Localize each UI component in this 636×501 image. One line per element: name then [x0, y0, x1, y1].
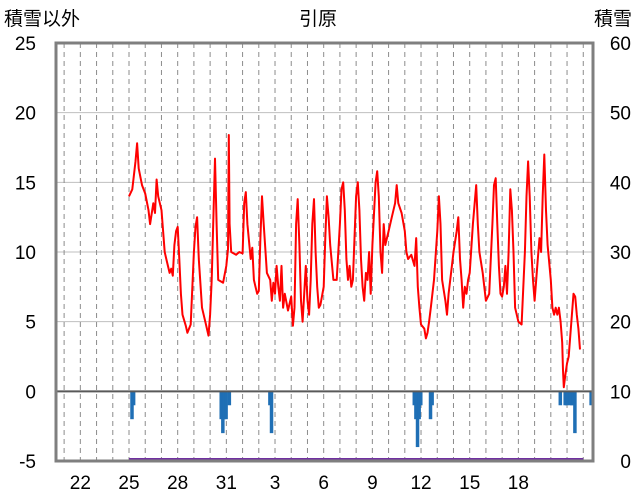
precipitation-bar: [227, 391, 232, 406]
precipitation-bar: [589, 391, 593, 406]
precipitation-bar: [269, 391, 274, 434]
left-tick-label: 15: [15, 173, 36, 194]
x-tick-label: 18: [508, 473, 529, 494]
precipitation-bar: [558, 391, 563, 406]
plot-frame: [54, 41, 595, 463]
left-tick-label: 5: [25, 313, 36, 334]
temperature-line: [128, 134, 581, 389]
right-tick-label: 40: [610, 173, 631, 194]
x-axis-ticks: 22 25 28 31 3 6 9 12 15 18: [70, 473, 529, 494]
left-tick-label: 0: [25, 382, 36, 403]
right-tick-label: 50: [610, 104, 631, 125]
right-tick-label: 20: [610, 313, 631, 334]
right-tick-label: 60: [610, 34, 631, 55]
right-axis-ticks: 60 50 40 30 20 10 0: [610, 34, 631, 473]
left-tick-label: 10: [15, 243, 36, 264]
x-tick-label: 31: [216, 473, 237, 494]
x-tick-label: 6: [318, 473, 329, 494]
precipitation-bar: [573, 391, 577, 434]
precipitation-bars: [130, 391, 593, 448]
right-tick-label: 30: [610, 243, 631, 264]
left-tick-label: 20: [15, 104, 36, 125]
precipitation-bar: [131, 391, 136, 406]
x-tick-label: 12: [410, 473, 431, 494]
right-axis-label: 積雪: [594, 8, 632, 30]
x-tick-label: 22: [70, 473, 91, 494]
left-tick-label: 25: [15, 34, 36, 55]
x-tick-label: 15: [459, 473, 480, 494]
left-axis-ticks: 25 20 15 10 5 0 -5: [15, 34, 36, 473]
x-tick-label: 3: [270, 473, 281, 494]
grid-lines: [56, 43, 593, 461]
precipitation-bar: [430, 391, 434, 406]
x-tick-label: 28: [167, 473, 188, 494]
precipitation-bar: [224, 391, 228, 420]
left-axis-label: 積雪以外: [4, 8, 80, 30]
temperature-series: [128, 134, 581, 389]
x-tick-label: 25: [118, 473, 139, 494]
x-tick-label: 9: [367, 473, 378, 494]
left-tick-label: -5: [19, 452, 36, 473]
precipitation-bar: [565, 391, 569, 406]
right-tick-label: 10: [610, 382, 631, 403]
right-tick-label: 0: [620, 452, 631, 473]
precipitation-bar: [419, 391, 423, 406]
chart-title: 引原: [299, 8, 337, 30]
